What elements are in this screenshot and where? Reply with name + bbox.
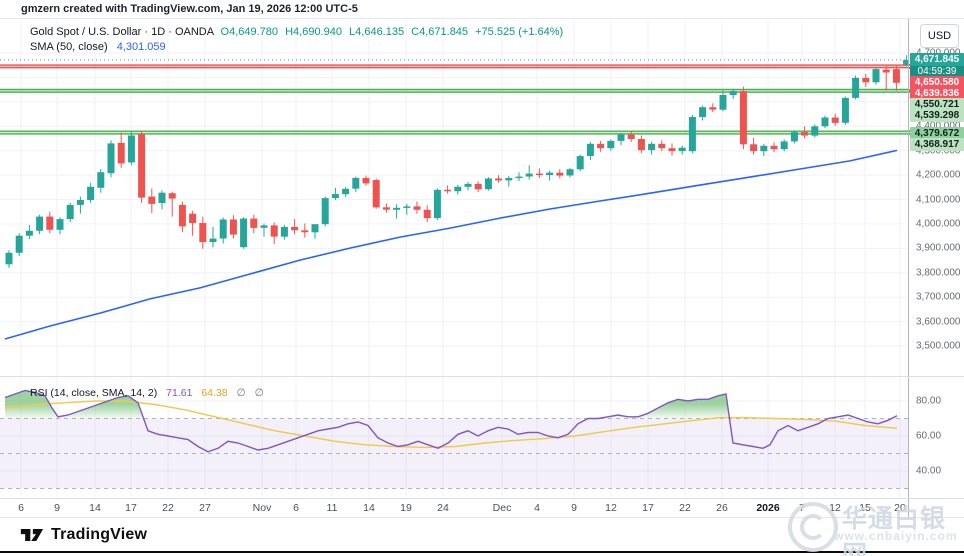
- footer-bar: TradingView: [0, 517, 964, 552]
- close-value: 4,671.845: [419, 26, 469, 38]
- level-price-badge: 4,379.672: [910, 127, 964, 140]
- time-axis-label: 22: [679, 502, 691, 514]
- time-axis-label: 26: [716, 502, 728, 514]
- bar-countdown: 04:59:39: [910, 66, 964, 77]
- tradingview-logo[interactable]: TradingView: [20, 525, 147, 545]
- time-axis-label: 6: [18, 502, 24, 514]
- interval-label[interactable]: 1D: [151, 26, 166, 38]
- time-axis-label: 20: [894, 502, 906, 514]
- time-axis-label: 2026: [756, 502, 780, 514]
- sma-indicator-value: 4,301.059: [116, 41, 166, 53]
- time-axis-label: 12: [829, 502, 841, 514]
- exchange-label: OANDA: [174, 26, 214, 38]
- price-chart-canvas[interactable]: [0, 19, 908, 518]
- time-axis-label: 14: [363, 502, 375, 514]
- time-axis-label: 4: [534, 502, 540, 514]
- time-axis-label: 11: [326, 502, 338, 514]
- tradingview-logo-icon: [20, 529, 44, 541]
- attribution-text: gmzern created with TradingView.com, Jan…: [21, 3, 358, 15]
- time-axis-label: Dec: [492, 502, 512, 514]
- time-axis-label: 14: [89, 502, 101, 514]
- price-tick-label: 3,500.000: [916, 340, 961, 352]
- time-axis-label: Nov: [252, 502, 272, 514]
- chart-region: Gold Spot / U.S. Dollar · 1D · OANDA O4,…: [0, 18, 964, 556]
- price-tick-label: 4,100.000: [916, 194, 961, 205]
- rsi-ma-value: 64.38: [201, 387, 228, 399]
- price-tick-label: 3,700.000: [916, 291, 961, 303]
- low-value: 4,646.135: [355, 26, 405, 38]
- rsi-legend: RSI (14, close, SMA, 14, 2) 71.61 64.38 …: [30, 387, 264, 399]
- time-axis-label: 9: [54, 502, 60, 514]
- time-axis-label: 15: [859, 502, 871, 514]
- time-axis-label: 12: [605, 502, 617, 514]
- current-price-badge: 4,671.845 04:59:39: [910, 53, 964, 77]
- tradingview-logo-text: TradingView: [51, 526, 148, 543]
- level-price-badge: 4,650.580: [910, 76, 964, 89]
- rsi-tick-label: 40.00: [916, 465, 942, 477]
- bottom-border: [0, 551, 964, 553]
- open-value: 4,649.780: [229, 26, 279, 38]
- level-price-badge: 4,539.298: [910, 109, 964, 122]
- rsi-indicator-label[interactable]: RSI (14, close, SMA, 14, 2): [30, 387, 158, 399]
- rsi-tick-label: 60.00: [916, 430, 942, 442]
- price-tick-label: 3,800.000: [916, 267, 961, 279]
- open-label: O: [220, 26, 230, 38]
- level-price-badge: 4,639.836: [910, 87, 964, 100]
- time-axis-label: 27: [199, 502, 211, 514]
- time-axis[interactable]: 6 9 14 17 22 27 Nov 6 11 14 19 24 Dec 4 9 12 17 22 26 2026 7…: [0, 500, 908, 518]
- level-price-badge: 4,368.917: [910, 138, 964, 151]
- pane-separator[interactable]: [0, 376, 964, 377]
- attribution-bar: gmzern created with TradingView.com, Jan…: [0, 0, 964, 18]
- time-axis-label: 9: [571, 502, 577, 514]
- rsi-band-value-1: ∅: [236, 387, 246, 399]
- time-axis-label: 24: [437, 502, 449, 514]
- price-tick-label: 4,000.000: [916, 218, 961, 230]
- symbol-legend: Gold Spot / U.S. Dollar · 1D · OANDA O4,…: [30, 26, 564, 53]
- price-tick-label: 4,200.000: [916, 169, 961, 181]
- time-axis-label: 7: [799, 502, 805, 514]
- rsi-band-value-2: ∅: [254, 387, 264, 399]
- close-label: C: [411, 26, 420, 38]
- price-axis[interactable]: 4,700.0004,400.0004,300.0004,200.0004,10…: [908, 19, 964, 518]
- price-tick-label: 3,600.000: [916, 316, 961, 328]
- low-label: L: [349, 26, 356, 38]
- time-axis-label: 19: [400, 502, 412, 514]
- sma-indicator-label[interactable]: SMA (50, close): [30, 41, 108, 53]
- level-price-badge: 4,550.721: [910, 98, 964, 111]
- currency-toggle-button[interactable]: USD: [920, 24, 959, 48]
- time-axis-label: 17: [642, 502, 654, 514]
- rsi-value: 71.61: [166, 387, 193, 399]
- time-axis-separator: [0, 498, 964, 499]
- high-value: 4,690.940: [293, 26, 342, 38]
- rsi-tick-label: 80.00: [916, 395, 942, 407]
- symbol-name[interactable]: Gold Spot / U.S. Dollar: [30, 26, 142, 38]
- time-axis-label: 22: [162, 502, 174, 514]
- price-tick-label: 3,900.000: [916, 242, 961, 254]
- price-tick-label: 4,400.000: [916, 121, 961, 132]
- time-axis-label: 17: [125, 502, 137, 514]
- high-label: H: [285, 26, 294, 38]
- time-axis-label: 6: [293, 502, 299, 514]
- change-value: +75.525 (+1.64%): [475, 26, 564, 38]
